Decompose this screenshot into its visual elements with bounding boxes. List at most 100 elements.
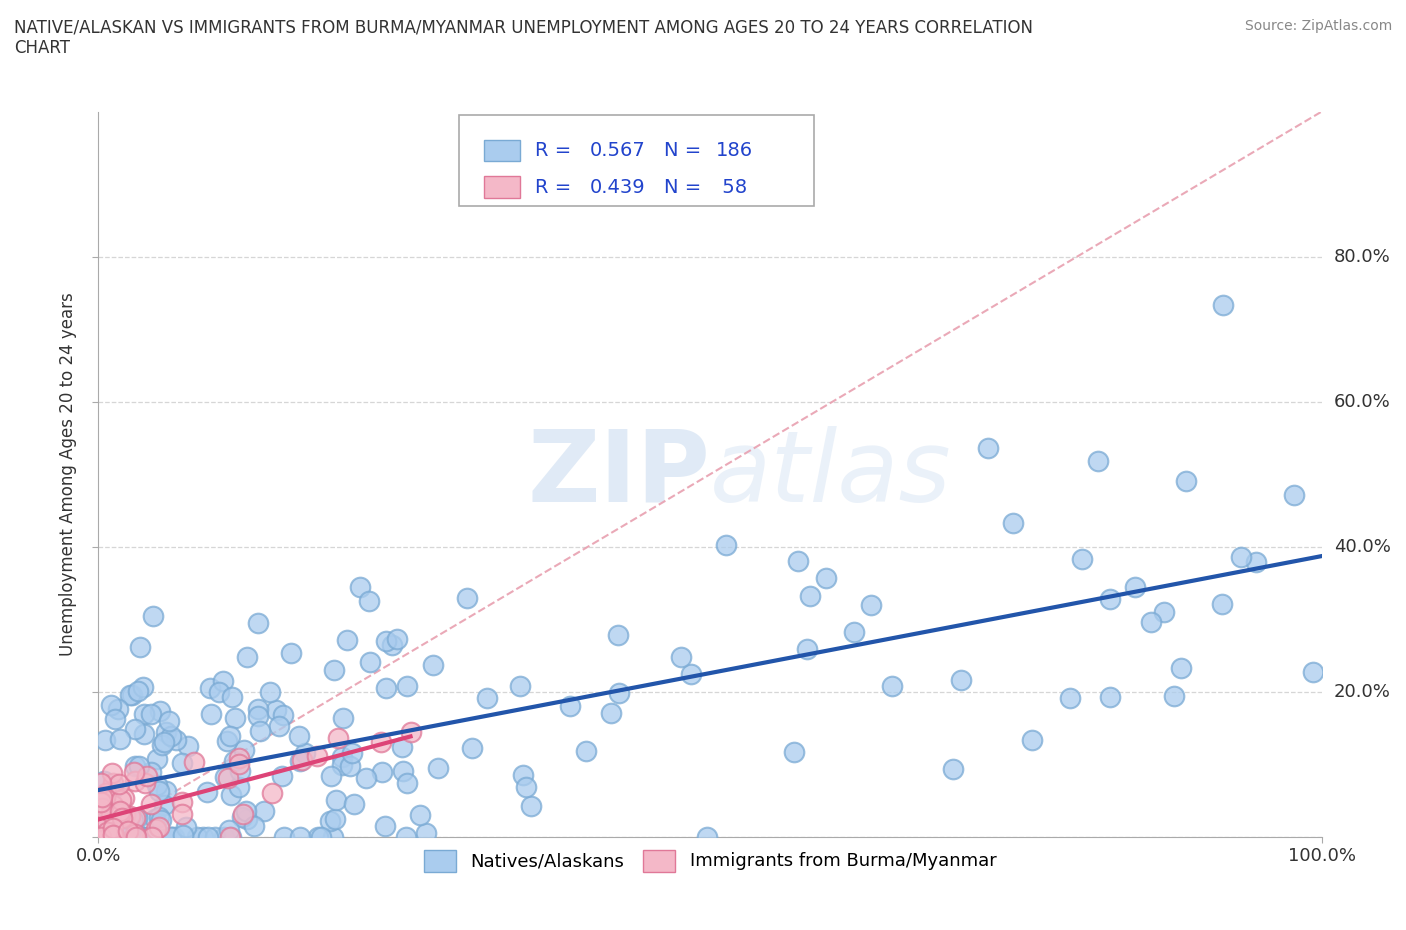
Point: [108, 804, 131, 818]
Point: [136, 769, 159, 784]
Point: [783, 745, 806, 760]
Point: [160, 830, 183, 844]
Point: [118, 687, 141, 702]
Point: [107, 702, 129, 717]
Point: [103, 798, 125, 813]
Point: [211, 673, 233, 688]
Point: [1153, 604, 1175, 619]
Point: [1230, 550, 1253, 565]
Point: [427, 761, 450, 776]
Point: [110, 792, 132, 807]
Point: [172, 806, 194, 821]
Point: [96, 830, 118, 844]
Point: [200, 707, 222, 722]
Point: [124, 810, 146, 825]
Point: [108, 777, 131, 791]
Point: [228, 780, 250, 795]
Point: [224, 753, 246, 768]
Point: [114, 807, 136, 822]
Point: [143, 812, 166, 827]
Legend: Natives/Alaskans, Immigrants from Burma/Myanmar: Natives/Alaskans, Immigrants from Burma/…: [416, 843, 1004, 879]
Point: [94, 733, 117, 748]
Text: atlas: atlas: [710, 426, 952, 523]
Point: [118, 811, 141, 826]
Point: [799, 589, 821, 604]
Point: [145, 822, 167, 837]
Point: [288, 729, 311, 744]
Point: [103, 828, 125, 843]
Point: [139, 765, 162, 780]
Point: [1059, 690, 1081, 705]
Point: [132, 726, 155, 741]
Point: [1001, 516, 1024, 531]
Point: [96, 786, 118, 801]
Point: [129, 830, 152, 844]
Point: [696, 830, 718, 844]
Point: [160, 729, 183, 744]
Point: [111, 830, 134, 844]
Point: [172, 794, 194, 809]
Point: [391, 740, 413, 755]
Point: [197, 830, 219, 844]
Point: [461, 741, 484, 756]
Point: [330, 757, 353, 772]
Point: [814, 570, 837, 585]
Point: [218, 728, 240, 743]
Point: [219, 788, 242, 803]
Text: 0.567: 0.567: [591, 141, 645, 160]
Point: [1140, 615, 1163, 630]
Point: [160, 830, 183, 844]
Point: [215, 734, 238, 749]
Text: 40.0%: 40.0%: [1334, 538, 1391, 556]
Point: [183, 754, 205, 769]
Point: [193, 830, 215, 844]
Point: [399, 724, 422, 739]
Point: [607, 686, 630, 701]
Point: [122, 813, 145, 828]
Point: [1170, 660, 1192, 675]
Point: [1087, 454, 1109, 469]
Point: [606, 628, 628, 643]
Point: [357, 593, 380, 608]
Point: [395, 830, 418, 844]
Point: [247, 702, 270, 717]
Point: [349, 579, 371, 594]
Point: [669, 650, 692, 665]
Point: [87, 788, 110, 803]
Point: [224, 711, 246, 725]
Point: [322, 830, 344, 844]
Point: [124, 830, 146, 844]
Point: [262, 786, 284, 801]
Point: [90, 776, 112, 790]
FancyBboxPatch shape: [460, 115, 814, 206]
Point: [309, 830, 332, 844]
Point: [1070, 552, 1092, 567]
Point: [1099, 689, 1122, 704]
Point: [375, 681, 398, 696]
Point: [325, 792, 347, 807]
Point: [157, 714, 180, 729]
Point: [395, 678, 418, 693]
Point: [229, 764, 252, 778]
Point: [101, 830, 124, 844]
Point: [91, 801, 114, 816]
Point: [679, 666, 702, 681]
Point: [153, 797, 176, 812]
Point: [138, 830, 160, 844]
Point: [796, 642, 818, 657]
Point: [90, 830, 112, 844]
Point: [385, 631, 408, 646]
Text: 80.0%: 80.0%: [1334, 247, 1391, 266]
Point: [325, 812, 347, 827]
Point: [259, 684, 281, 699]
Point: [246, 616, 269, 631]
Point: [101, 782, 124, 797]
Point: [291, 752, 314, 767]
Point: [90, 830, 112, 844]
Point: [132, 830, 155, 844]
Point: [152, 735, 174, 750]
Point: [97, 830, 120, 844]
Point: [266, 702, 288, 717]
Point: [374, 818, 396, 833]
Point: [842, 625, 865, 640]
